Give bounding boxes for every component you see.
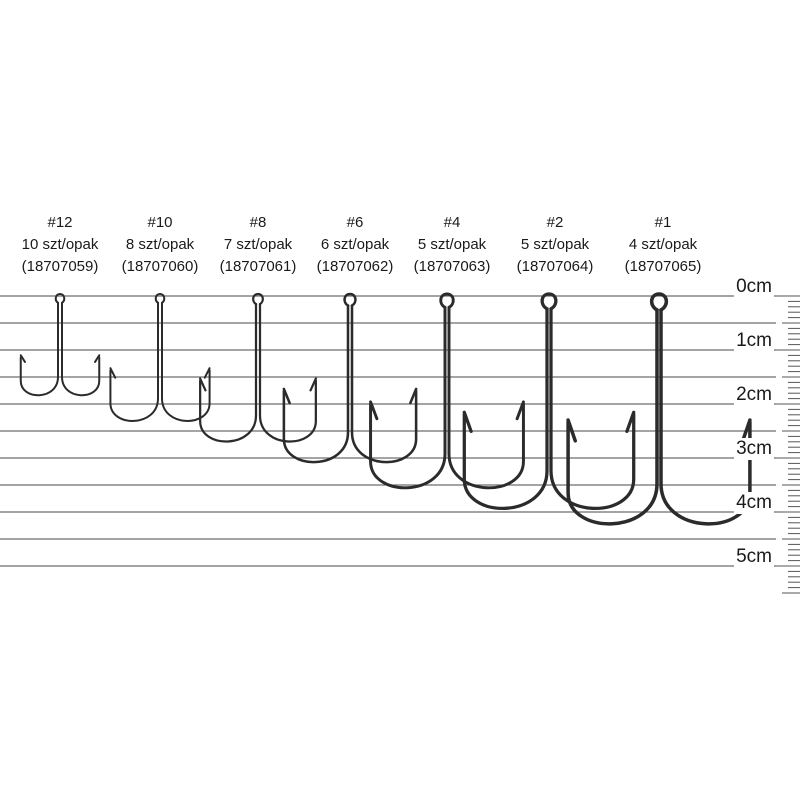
hook-1-icon [566, 292, 752, 526]
hook-left-bend [369, 305, 447, 490]
hook-left-bend [19, 301, 59, 397]
hook-10-icon [109, 293, 211, 422]
hook-label-3: #6 6 szt/opak (18707062) [300, 212, 410, 278]
hook-right-bend [447, 305, 525, 490]
scale-label-1cm: 1cm [734, 330, 774, 352]
hook-left-barb [282, 387, 291, 405]
scale-label-5cm: 5cm [734, 546, 774, 568]
hook-pack: 6 szt/opak [320, 236, 390, 253]
hook-size: #2 [546, 214, 564, 231]
hook-size: #10 [147, 214, 173, 231]
hook-left-barb [369, 400, 379, 421]
hook-right-barb [309, 377, 317, 392]
hook-eye [649, 292, 669, 312]
hook-code: (18707064) [516, 258, 594, 275]
hook-pack: 4 szt/opak [628, 236, 698, 253]
hook-code: (18707059) [21, 258, 99, 275]
hook-left-bend [462, 307, 549, 510]
hook-right-bend [258, 303, 317, 443]
hook-12-icon [19, 293, 101, 397]
hook-code: (18707065) [624, 258, 702, 275]
hook-right-bend [549, 307, 636, 510]
scale-label-3cm: 3cm [734, 438, 774, 460]
scale-label-2cm: 2cm [734, 384, 774, 406]
hook-8-icon [199, 292, 317, 443]
hook-right-bend [161, 301, 211, 422]
hook-right-barb [94, 354, 101, 363]
hook-left-bend [566, 308, 659, 526]
hook-right-barb [203, 367, 211, 379]
hook-label-2: #8 7 szt/opak (18707061) [203, 212, 313, 278]
hook-code: (18707060) [121, 258, 199, 275]
hook-6-icon [282, 292, 418, 464]
hook-left-bend [282, 304, 350, 464]
hook-pack: 7 szt/opak [223, 236, 293, 253]
hook-right-barb [409, 387, 418, 405]
hook-left-bend [199, 303, 258, 443]
hook-eye [343, 292, 357, 307]
hook-pack: 5 szt/opak [520, 236, 590, 253]
hook-size: #8 [249, 214, 267, 231]
hook-label-0: #12 10 szt/opak (18707059) [5, 212, 115, 278]
hook-eye [252, 292, 264, 306]
hook-left-barb [199, 377, 207, 392]
hook-eye [154, 293, 166, 304]
hook-pack: 10 szt/opak [21, 236, 99, 253]
hook-pack: 5 szt/opak [417, 236, 487, 253]
hook-code: (18707063) [413, 258, 491, 275]
hook-eye [540, 292, 558, 311]
hook-left-bend [109, 301, 159, 422]
hook-right-barb [515, 400, 525, 421]
hook-right-bend [350, 304, 418, 464]
hook-pack: 8 szt/opak [125, 236, 195, 253]
hook-eye [439, 292, 455, 309]
hook-left-barb [566, 418, 578, 443]
hook-size: #12 [47, 214, 73, 231]
hook-right-barb [625, 410, 636, 434]
hook-size: #6 [346, 214, 364, 231]
hook-eye [54, 293, 66, 304]
hook-code: (18707062) [316, 258, 394, 275]
hook-left-barb [109, 367, 117, 379]
hook-label-5: #2 5 szt/opak (18707064) [500, 212, 610, 278]
hook-left-barb [19, 354, 26, 363]
hook-4-icon [369, 292, 525, 490]
hook-label-1: #10 8 szt/opak (18707060) [105, 212, 215, 278]
hook-2-icon [462, 292, 636, 510]
hook-size: #1 [654, 214, 672, 231]
hook-label-4: #4 5 szt/opak (18707063) [397, 212, 507, 278]
scale-label-4cm: 4cm [734, 492, 774, 514]
scale-label-0cm: 0cm [734, 276, 774, 298]
hook-right-bend [61, 301, 101, 397]
hook-size: #4 [443, 214, 461, 231]
hook-left-barb [462, 410, 473, 434]
hook-right-barb [740, 418, 752, 443]
hook-code: (18707061) [219, 258, 297, 275]
hook-label-6: #1 4 szt/opak (18707065) [608, 212, 718, 278]
